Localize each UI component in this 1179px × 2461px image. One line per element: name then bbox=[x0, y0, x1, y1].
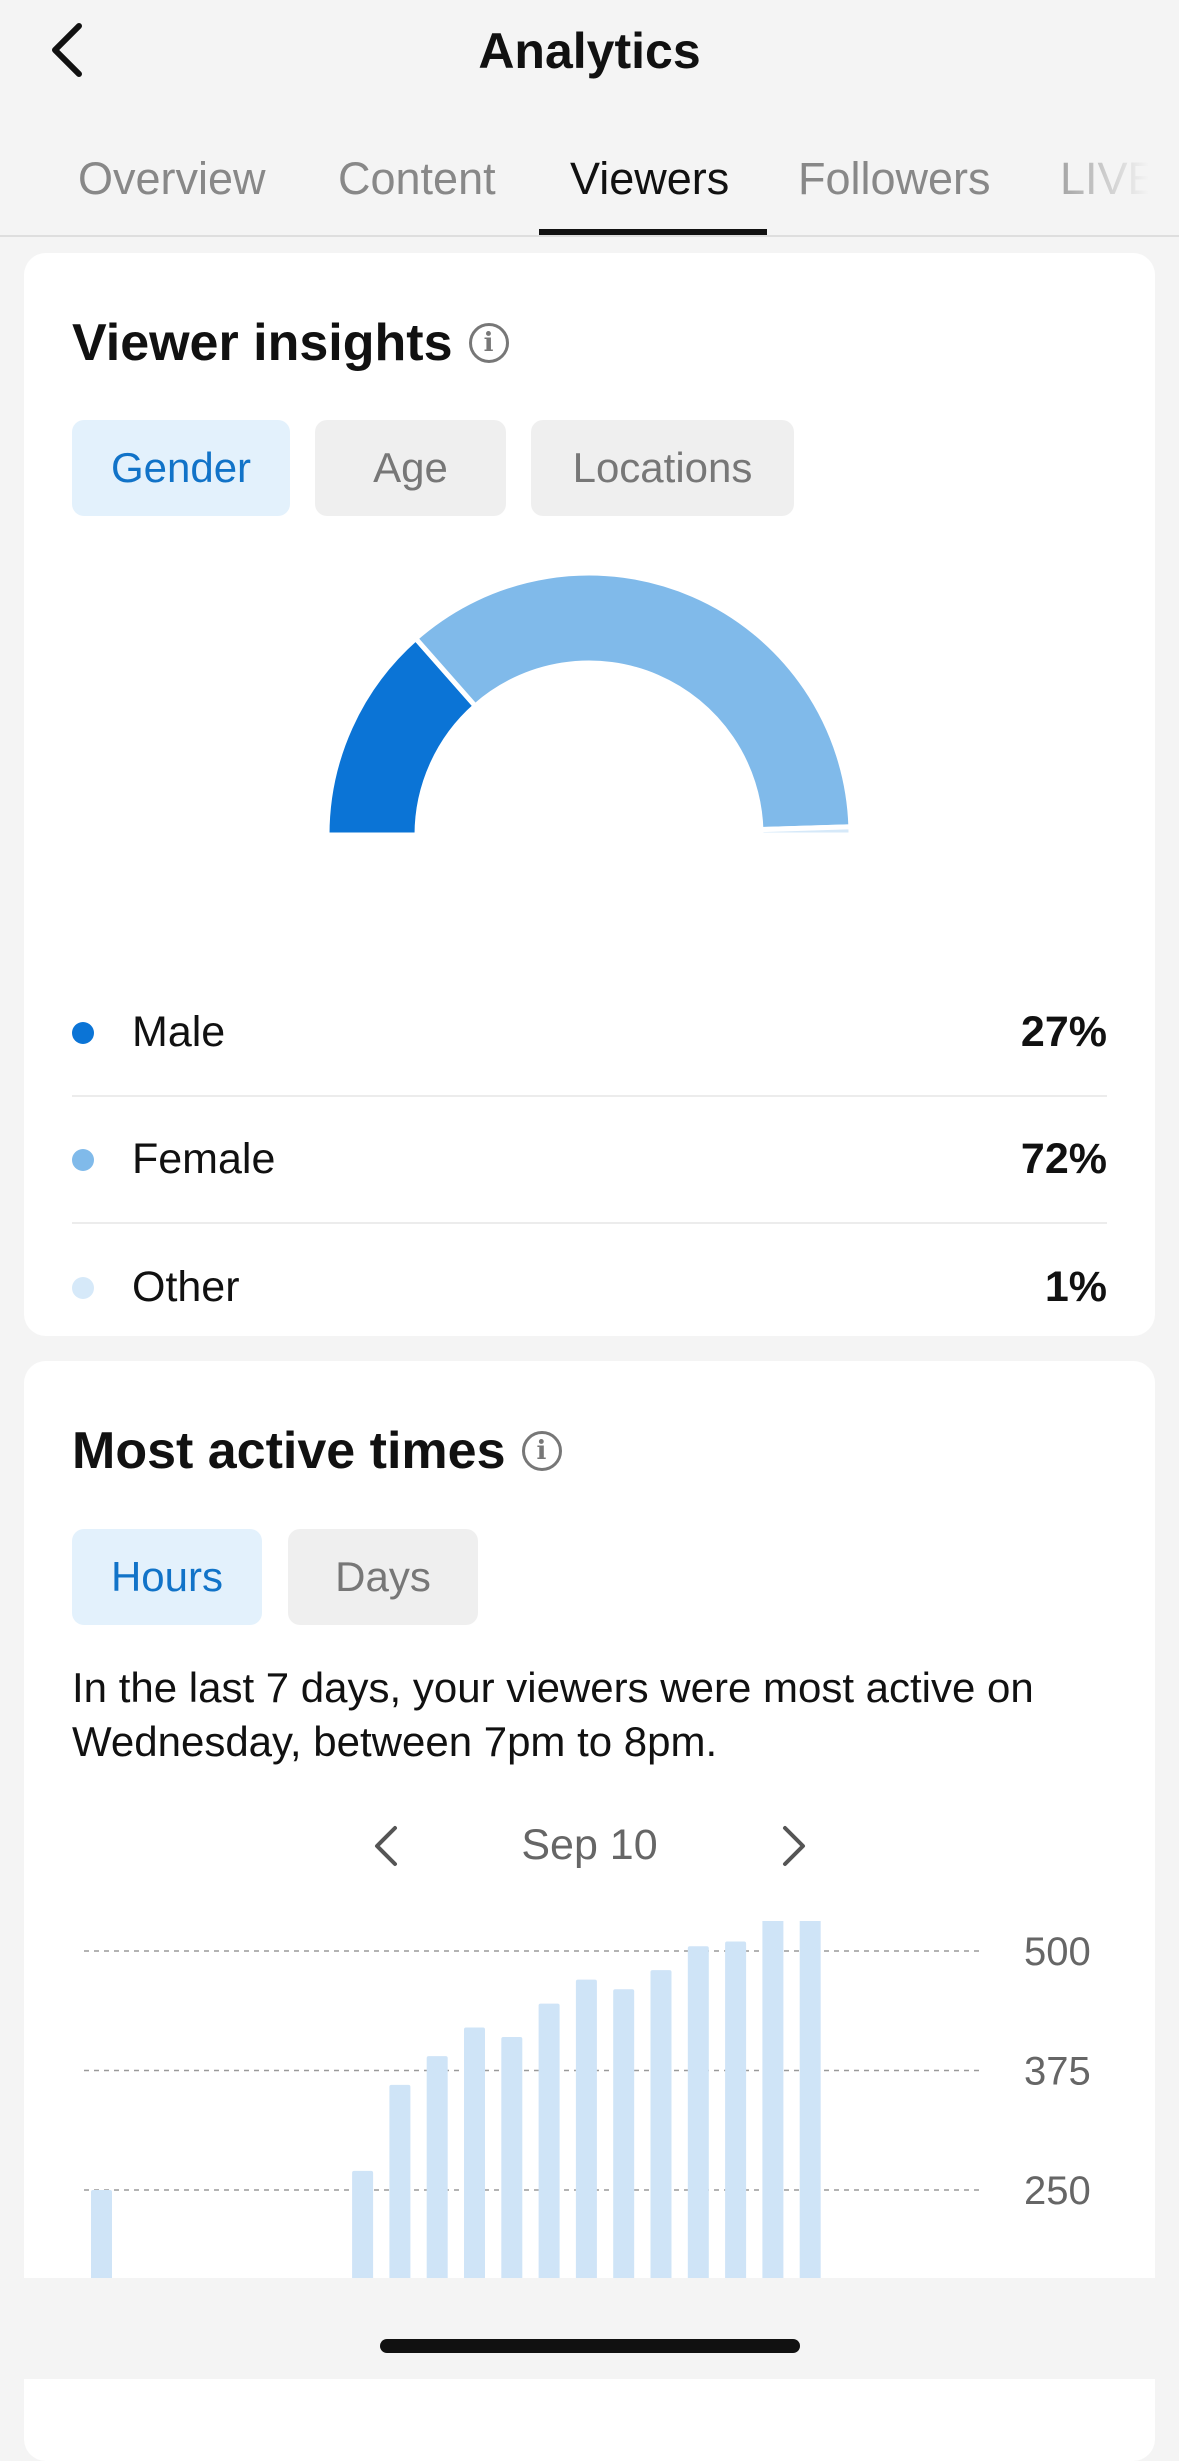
hour-bar[interactable] bbox=[538, 2003, 560, 2301]
donut-segment-other bbox=[758, 824, 854, 838]
legend-row-female: Female 72% bbox=[72, 1097, 1107, 1224]
legend-label-male: Male bbox=[132, 1008, 226, 1056]
legend-row-other: Other 1% bbox=[72, 1224, 1107, 1351]
most-active-heading: Most active times i bbox=[72, 1421, 562, 1481]
next-date-button[interactable] bbox=[767, 1819, 821, 1873]
y-tick-label: 375 bbox=[1024, 2050, 1091, 2094]
chevron-right-icon bbox=[783, 1826, 805, 1866]
tab-overview[interactable]: Overview bbox=[78, 153, 266, 204]
previous-date-button[interactable] bbox=[359, 1819, 413, 1873]
y-tick-label: 250 bbox=[1024, 2169, 1091, 2213]
filter-age[interactable]: Age bbox=[315, 420, 506, 516]
gender-half-donut-chart bbox=[324, 573, 854, 838]
legend-value-female: 72% bbox=[1020, 1135, 1107, 1183]
filter-locations[interactable]: Locations bbox=[531, 420, 794, 516]
hour-bar[interactable] bbox=[389, 2084, 411, 2301]
tab-content[interactable]: Content bbox=[338, 153, 496, 204]
hour-bar[interactable] bbox=[613, 1989, 635, 2301]
home-indicator bbox=[380, 2339, 800, 2353]
tab-followers[interactable]: Followers bbox=[798, 153, 991, 204]
y-tick-label: 500 bbox=[1024, 1930, 1091, 1974]
hour-bar[interactable] bbox=[799, 1921, 821, 2301]
legend-label-female: Female bbox=[132, 1135, 276, 1183]
legend-value-male: 27% bbox=[1020, 1008, 1107, 1056]
info-icon[interactable]: i bbox=[468, 323, 509, 363]
hour-bar[interactable] bbox=[464, 2027, 485, 2301]
hour-bar[interactable] bbox=[650, 1970, 672, 2301]
most-active-times-card: Most active times i Hours Days In the la… bbox=[24, 1361, 1155, 2461]
other-color-dot bbox=[72, 1276, 94, 1299]
viewer-insights-heading: Viewer insights i bbox=[72, 313, 509, 373]
filter-days[interactable]: Days bbox=[288, 1529, 478, 1625]
back-button[interactable] bbox=[40, 18, 94, 82]
hour-bar[interactable] bbox=[687, 1946, 709, 2301]
activity-summary: In the last 7 days, your viewers were mo… bbox=[72, 1664, 1034, 1765]
page-title: Analytics bbox=[478, 23, 701, 79]
hour-bar[interactable] bbox=[501, 2037, 523, 2301]
hour-bar[interactable] bbox=[352, 2170, 374, 2301]
active-tab-indicator bbox=[539, 229, 767, 235]
current-date-label: Sep 10 bbox=[521, 1821, 658, 1869]
most-active-title: Most active times bbox=[72, 1422, 506, 1480]
date-navigator: Sep 10 bbox=[24, 1811, 1155, 1881]
top-bar: Analytics bbox=[0, 0, 1179, 100]
hour-bar[interactable] bbox=[762, 1921, 784, 2301]
legend-label-other: Other bbox=[132, 1263, 240, 1311]
hour-bar[interactable] bbox=[426, 2056, 448, 2301]
male-color-dot bbox=[72, 1021, 94, 1044]
hourly-activity-bar-chart: 500375250125 bbox=[84, 1921, 1091, 2301]
filter-hours[interactable]: Hours bbox=[72, 1529, 262, 1625]
bottom-safe-area bbox=[0, 2278, 1179, 2379]
tab-viewers[interactable]: Viewers bbox=[570, 153, 730, 204]
chevron-left-icon bbox=[52, 23, 82, 77]
hour-bar[interactable] bbox=[725, 1941, 747, 2301]
tab-bar: Overview Content Viewers Followers LIVE bbox=[0, 115, 1179, 237]
donut-segment-female bbox=[412, 573, 854, 833]
chevron-left-icon bbox=[375, 1826, 397, 1866]
legend-row-male: Male 27% bbox=[72, 970, 1107, 1097]
filter-gender[interactable]: Gender bbox=[72, 420, 290, 516]
info-icon[interactable]: i bbox=[521, 1431, 562, 1471]
viewer-insights-card: Viewer insights i Gender Age Locations M… bbox=[24, 253, 1155, 1336]
viewer-insights-title: Viewer insights bbox=[72, 314, 453, 372]
tab-live[interactable]: LIVE bbox=[1060, 153, 1158, 204]
legend-value-other: 1% bbox=[1044, 1263, 1107, 1311]
female-color-dot bbox=[72, 1148, 94, 1171]
hour-bar[interactable] bbox=[575, 1979, 597, 2301]
hour-bar[interactable] bbox=[91, 2190, 112, 2301]
